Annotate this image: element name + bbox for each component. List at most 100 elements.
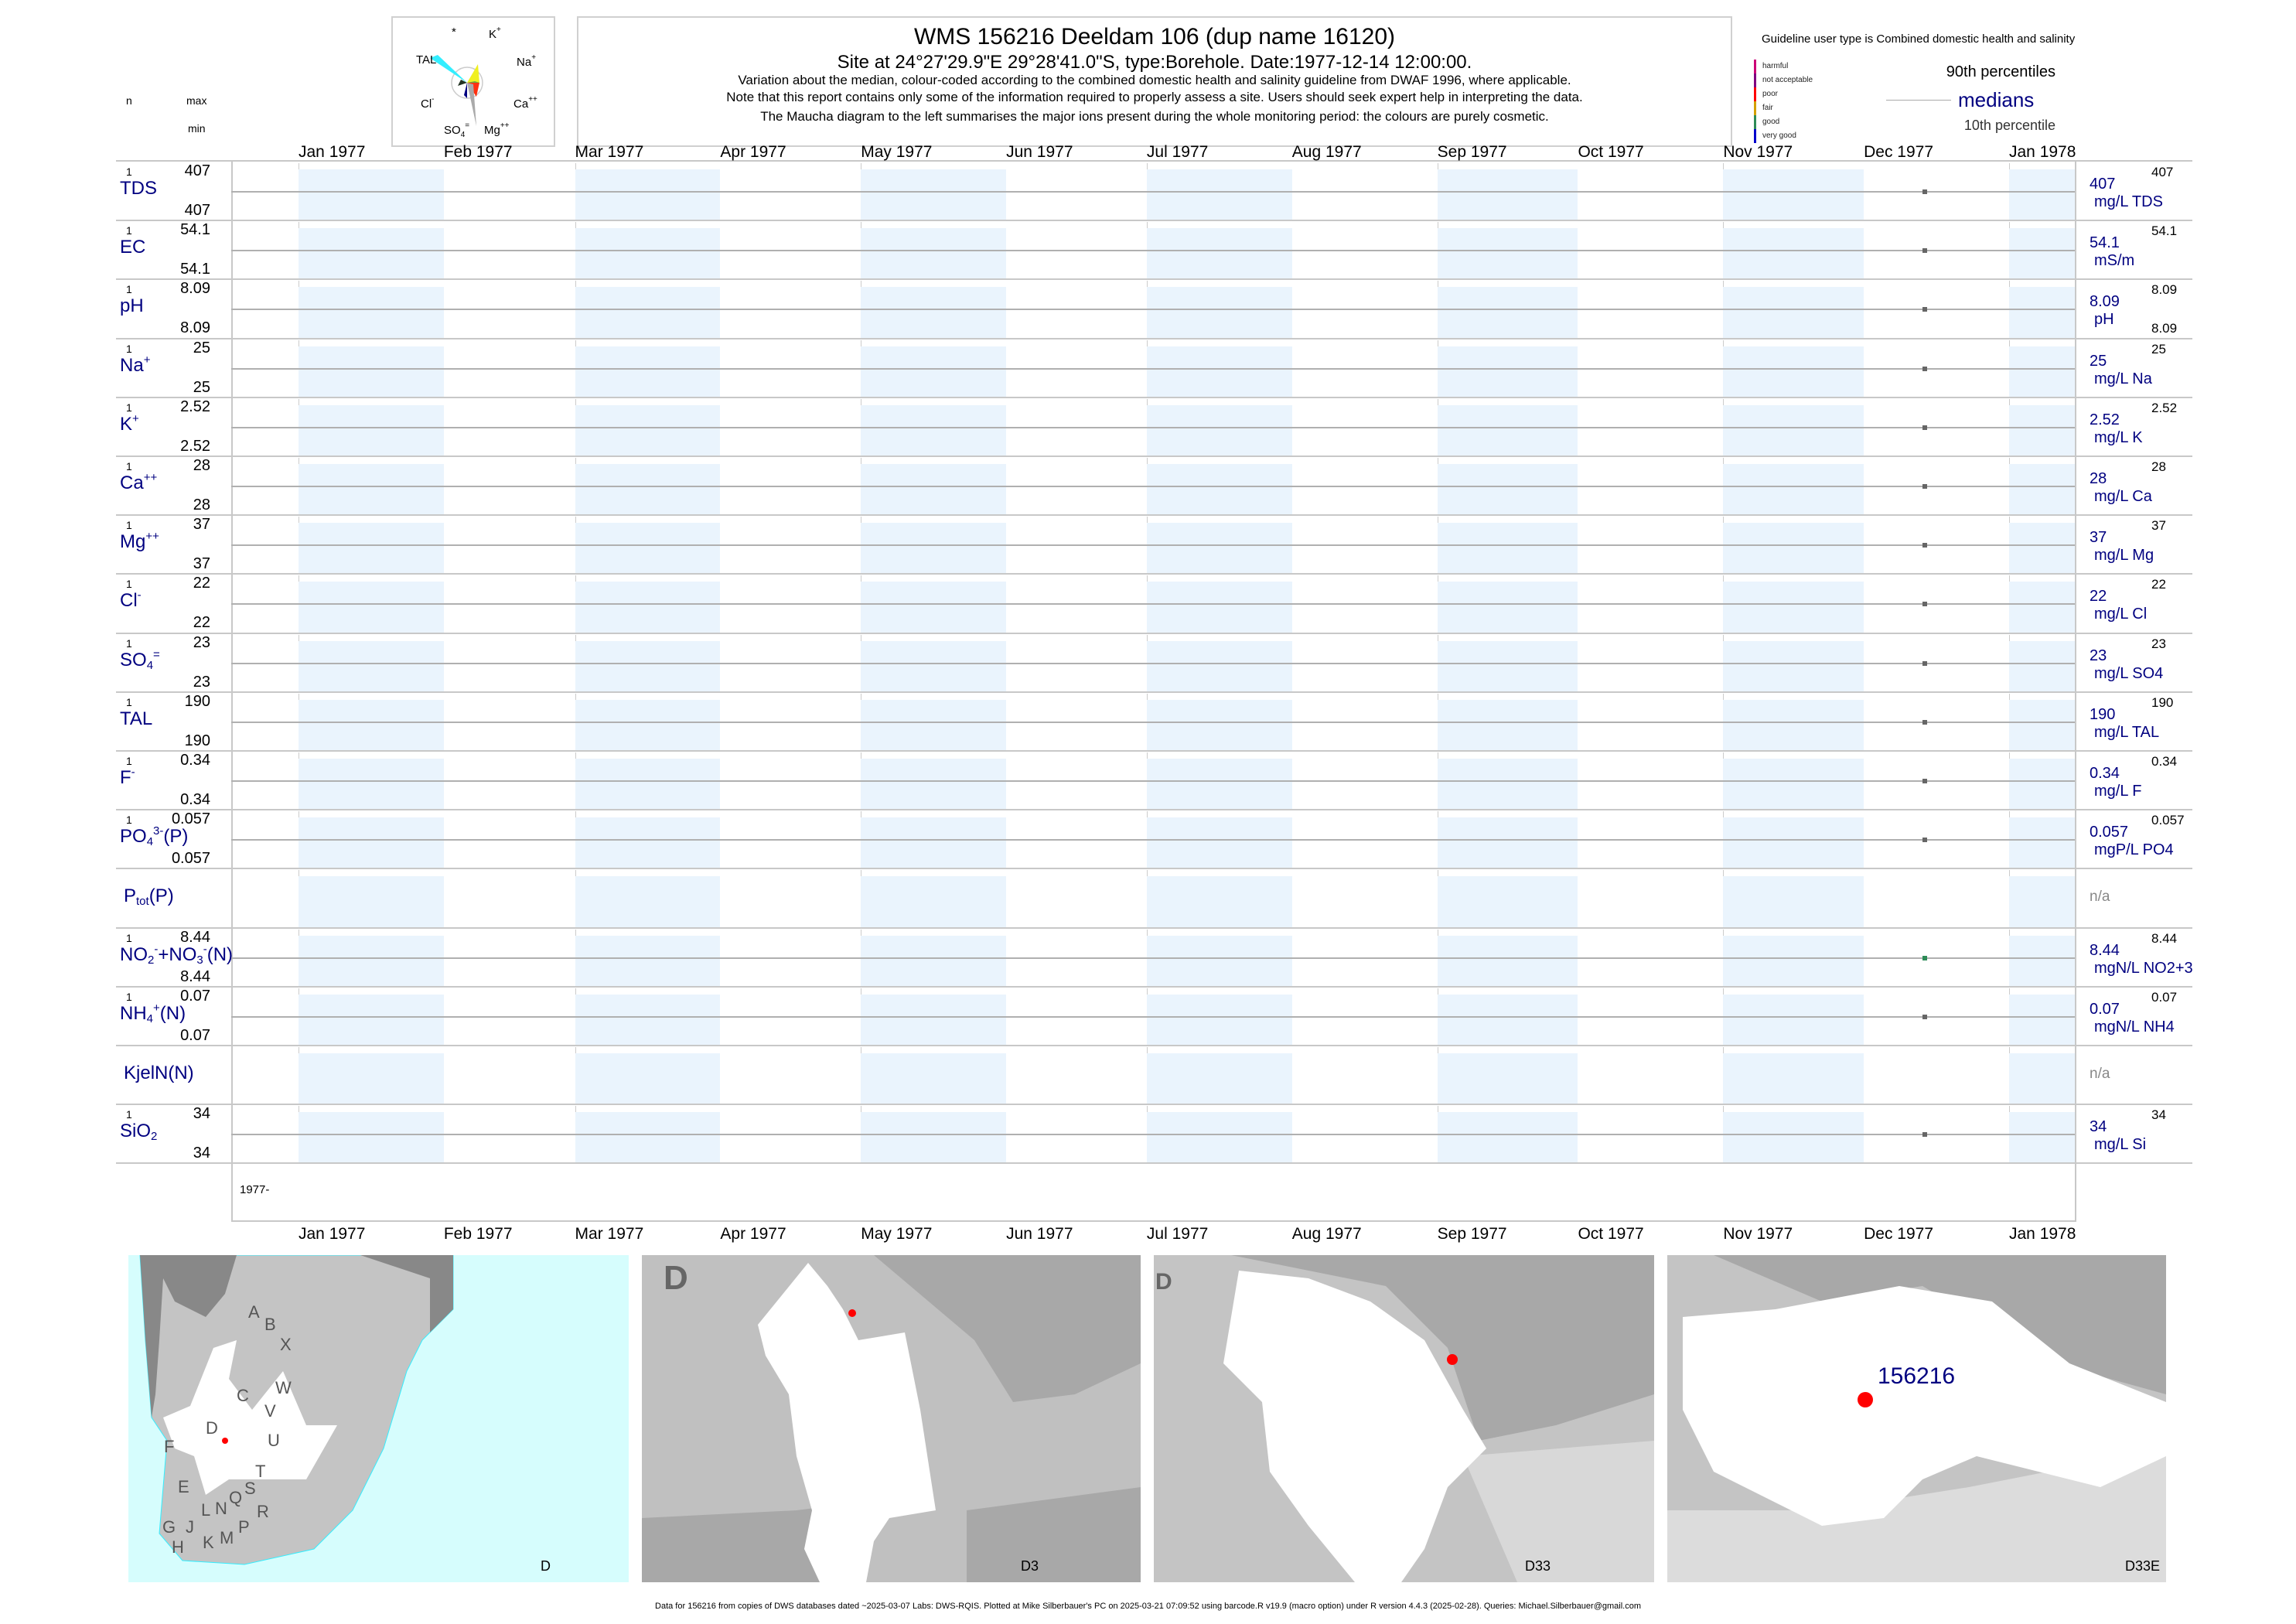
month-tick [2009, 929, 2010, 936]
max-value: 0.07 [180, 987, 210, 1005]
x-tick-label-bottom: Feb 1977 [443, 1225, 513, 1243]
month-tick [575, 634, 576, 641]
month-tick [2009, 1047, 2010, 1053]
chart-top-line [116, 160, 2192, 162]
row-divider [116, 278, 2192, 281]
month-tick [1146, 811, 1148, 818]
not-available: n/a [2090, 1066, 2110, 1082]
month-band [1146, 640, 1292, 692]
unit-label: mgN/L NO2+3 [2094, 959, 2193, 977]
max-value: 0.057 [171, 810, 210, 828]
month-band [2009, 523, 2075, 575]
x-tick-label-top: Feb 1977 [443, 143, 513, 161]
month-band [1437, 523, 1578, 575]
median-value: 54.1 [2090, 234, 2120, 252]
map4-caption: D33E [2125, 1558, 2161, 1574]
unit-label: mg/L Mg [2094, 547, 2154, 565]
month-band [861, 287, 1007, 339]
region-letter: G [162, 1517, 176, 1537]
maucha-ion: SO [444, 124, 461, 137]
x-tick-label-bottom: Mar 1977 [575, 1225, 644, 1243]
row-divider [116, 1162, 2192, 1165]
month-band [1146, 759, 1292, 810]
note-line-3: The Maucha diagram to the left summarise… [760, 109, 1549, 124]
maucha-ion-sup: + [531, 53, 537, 62]
median-line [231, 191, 2075, 193]
month-band [1723, 994, 1864, 1046]
month-tick [1723, 517, 1725, 524]
maucha-ion-sub: 4 [460, 131, 466, 139]
maucha-label: Ca++ [513, 95, 537, 111]
median-value: 0.34 [2090, 765, 2120, 782]
month-band [299, 228, 444, 280]
max-value: 34 [193, 1105, 210, 1123]
sample-count: 1 [126, 931, 132, 944]
label-part: - [154, 942, 159, 956]
median-line [231, 309, 2075, 311]
map3-corner-letter: D [1155, 1269, 1172, 1295]
right-max-value: 23 [2151, 636, 2166, 651]
month-band [299, 1053, 444, 1105]
label-part: (N) [159, 1002, 186, 1024]
region-letter: Q [229, 1488, 243, 1507]
region-letter: M [220, 1528, 234, 1547]
unit-label: mg/L TDS [2094, 193, 2163, 210]
month-tick [2009, 222, 2010, 229]
month-band [2009, 759, 2075, 810]
label-part: K [120, 413, 133, 435]
parameter-label: Ptot(P) [124, 887, 174, 908]
unit-label: mg/L Na [2094, 370, 2152, 387]
unit-label: mg/L SO4 [2094, 664, 2164, 682]
month-tick [1723, 752, 1725, 759]
month-band [299, 759, 444, 810]
median-line [231, 839, 2075, 841]
parameter-label: pH [120, 297, 144, 316]
maucha-label: Cl- [421, 95, 435, 111]
maucha-k-wedge [467, 81, 479, 83]
row-divider [116, 396, 2192, 398]
month-tick [1146, 693, 1148, 700]
region-letter: W [275, 1378, 292, 1397]
median-line [231, 367, 2075, 370]
parameter-label: TAL [120, 708, 153, 729]
region-letter: C [237, 1386, 249, 1405]
region-letter: N [215, 1499, 227, 1518]
label-part: ++ [143, 471, 158, 484]
median-value: 190 [2090, 705, 2116, 723]
sample-count: 1 [126, 401, 132, 414]
sample-count: 1 [126, 814, 132, 827]
label-part: TDS [120, 178, 157, 199]
legend-class-label: poor [1762, 90, 1779, 98]
region-letter: U [268, 1431, 280, 1450]
month-band [861, 228, 1007, 280]
right-max-value: 0.057 [2151, 813, 2185, 828]
label-part: - [137, 589, 142, 602]
month-band [1437, 228, 1578, 280]
label-part: pH [120, 295, 144, 317]
max-value: 28 [193, 457, 210, 474]
sample-count: 1 [126, 342, 132, 355]
parameter-label: Na+ [120, 354, 150, 375]
note-line-1: Variation about the median, colour-coded… [738, 73, 1571, 87]
maucha-so4-wedge [467, 83, 476, 126]
median-line [231, 957, 2075, 959]
month-band [861, 640, 1007, 692]
month-band [1146, 699, 1292, 751]
month-tick [2009, 575, 2010, 582]
month-tick [575, 339, 576, 346]
maucha-ion-sup: = [465, 121, 470, 130]
month-tick [2009, 339, 2010, 346]
month-tick [575, 575, 576, 582]
month-band [2009, 640, 2075, 692]
unit-label: mg/L Si [2094, 1136, 2147, 1154]
label-part: TAL [120, 708, 153, 729]
maucha-ion-sup: + [496, 26, 501, 34]
month-tick [1723, 634, 1725, 641]
unit-label: pH [2094, 311, 2114, 329]
month-tick [1146, 752, 1148, 759]
month-tick [1723, 222, 1725, 229]
map1-caption: D [541, 1558, 551, 1574]
legend-class-label: fair [1762, 104, 1773, 112]
month-band [1146, 228, 1292, 280]
